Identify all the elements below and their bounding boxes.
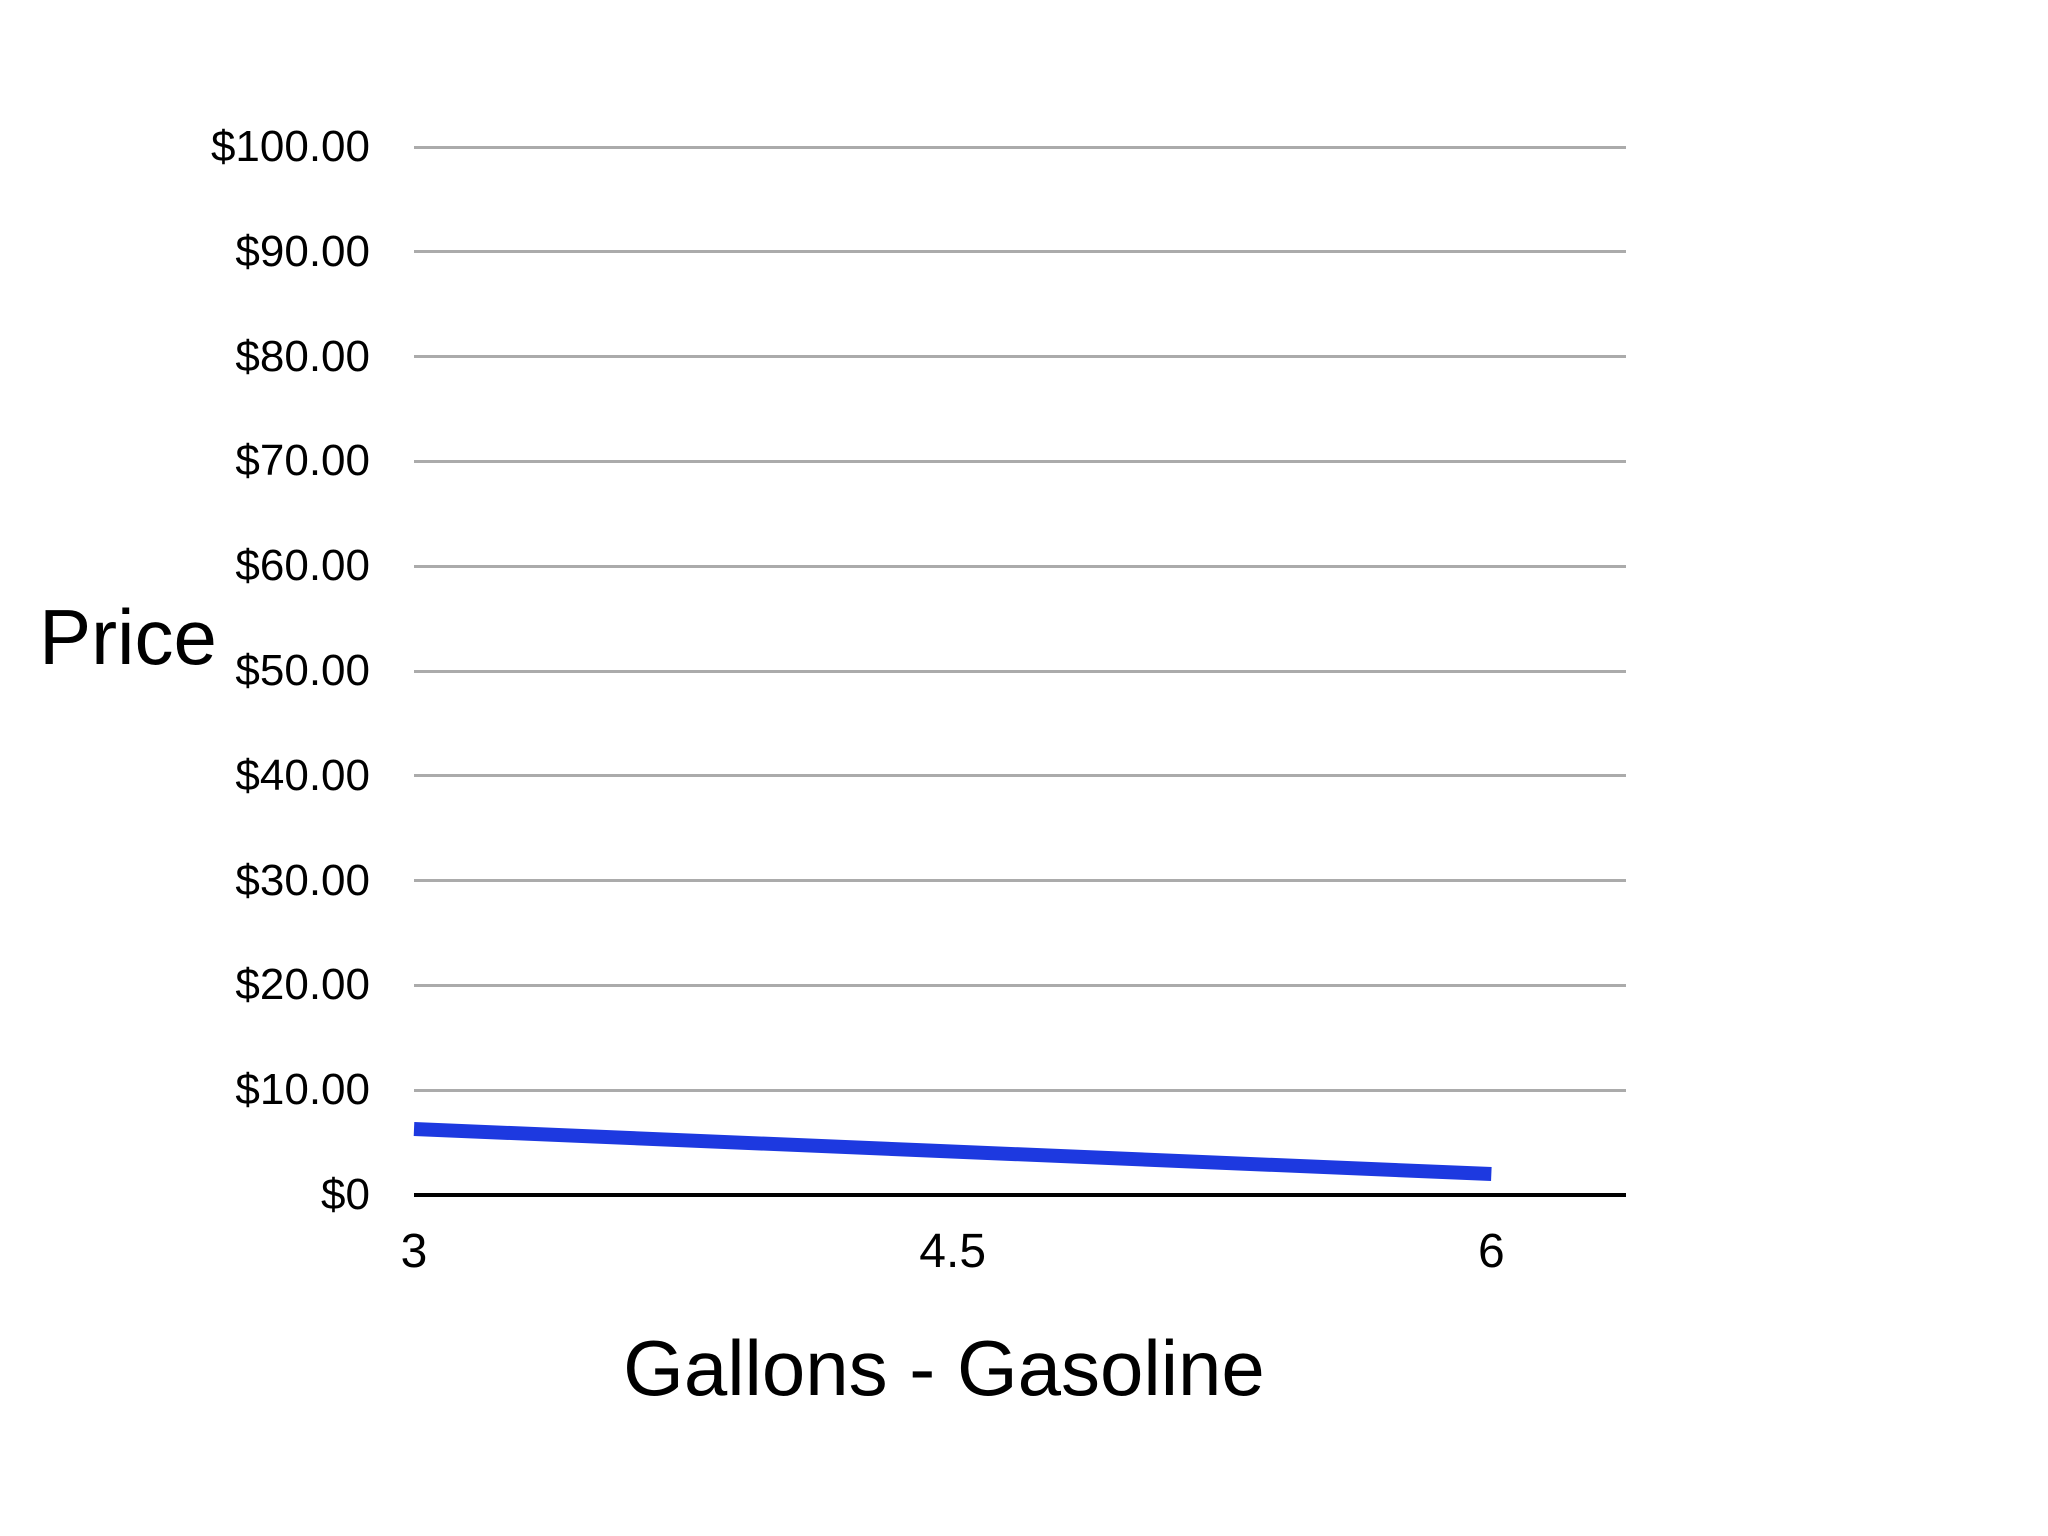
y-tick-label: $70.00 (235, 436, 370, 486)
y-tick-label: $100.00 (210, 122, 370, 171)
x-axis-baseline (414, 1193, 1626, 1197)
y-tick-label: $30.00 (235, 855, 370, 905)
y-tick-label: $60.00 (235, 541, 370, 591)
gridline-horizontal (414, 564, 1626, 568)
y-tick-label: $40.00 (235, 750, 370, 800)
x-tick-label: 4.5 (919, 1225, 987, 1278)
y-tick-label: $0 (321, 1170, 370, 1219)
x-tick-label: 6 (1477, 1225, 1505, 1278)
gridline-horizontal (414, 983, 1626, 987)
y-tick-label: $90.00 (235, 226, 370, 276)
demand-line-series (413, 1121, 1492, 1182)
gridline-horizontal (414, 145, 1626, 149)
y-tick-label: $80.00 (235, 331, 370, 381)
gridline-horizontal (414, 1088, 1626, 1092)
gridline-horizontal (414, 879, 1626, 883)
gridline-horizontal (414, 459, 1626, 463)
y-tick-label: $50.00 (235, 646, 370, 695)
x-axis-title: Gallons - Gasoline (623, 1324, 1265, 1412)
gridline-horizontal (414, 355, 1626, 359)
y-tick-label: $20.00 (235, 960, 370, 1010)
y-tick-label: $10.00 (235, 1065, 370, 1115)
gridline-horizontal (414, 250, 1626, 254)
x-tick-label: 3 (400, 1225, 428, 1278)
gridline-horizontal (414, 669, 1626, 673)
y-axis-title: Price (39, 593, 217, 681)
gridline-horizontal (414, 774, 1626, 778)
